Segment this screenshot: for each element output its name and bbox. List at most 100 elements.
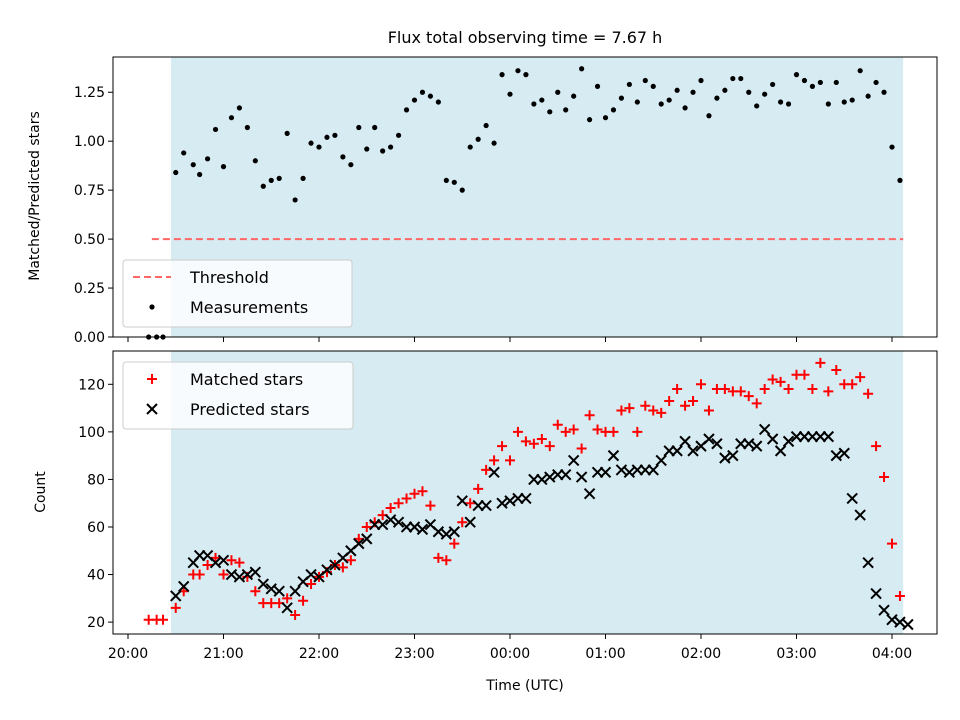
measurement-point [523, 72, 529, 78]
matched-star-point [831, 365, 842, 376]
measurement-point [594, 83, 601, 89]
measurement-point [340, 154, 346, 160]
matched-star-point [425, 500, 436, 511]
legend-label: Predicted stars [190, 400, 310, 419]
matched-star-point [290, 609, 301, 620]
matched-star-point [417, 486, 428, 497]
measurement-point [626, 81, 632, 88]
measurement-point [356, 124, 362, 131]
measurement-point [722, 87, 728, 93]
matched-star-point [158, 614, 169, 625]
matched-star-point [465, 498, 476, 509]
predicted-star-point [894, 616, 906, 628]
measurement-point [610, 107, 617, 113]
predicted-star-point [520, 492, 532, 505]
measurement-point [714, 95, 720, 101]
predicted-star-point [727, 449, 739, 462]
predicted-star-point [567, 454, 580, 467]
x-tick-label: 21:00 [203, 646, 243, 662]
matched-star-point [775, 376, 786, 387]
matched-star-point [489, 455, 500, 466]
predicted-star-point [838, 447, 850, 459]
measurement-point [244, 124, 250, 131]
measurement-point [817, 79, 823, 86]
measurement-point [467, 144, 473, 150]
matched-star-point [202, 560, 213, 571]
measurement-point [372, 124, 378, 131]
measurement-point [682, 105, 688, 111]
measurement-point [459, 187, 465, 193]
predicted-star-point [758, 423, 771, 436]
matched-star-point [250, 586, 261, 597]
matched-star-point [696, 379, 706, 390]
count-points [143, 357, 914, 631]
measurement-point [634, 99, 640, 105]
predicted-star-point [599, 466, 612, 478]
matched-star-point [608, 426, 619, 437]
measurement-point [666, 97, 672, 103]
matched-star-point [751, 398, 762, 409]
matched-star-point [512, 426, 523, 437]
measurement-point [395, 132, 402, 138]
matched-star-point [473, 483, 484, 494]
matched-star-point [688, 395, 699, 406]
y-ticks: 0.00 0.25 0.50 0.75 1.00 1.25 [74, 85, 113, 346]
x-tick-label: 23:00 [394, 646, 434, 662]
measurement-point [419, 89, 426, 95]
predicted-star-point [655, 454, 667, 467]
predicted-star-point [440, 528, 453, 540]
measurement-point [260, 183, 266, 189]
predicted-star-point [464, 516, 476, 528]
matched-star-point [576, 443, 587, 454]
measurement-point [252, 158, 258, 164]
predicted-star-point [886, 614, 898, 626]
y-tick-label: 1.25 [74, 85, 105, 101]
y-tick-label: 100 [78, 425, 105, 441]
matched-star-point [409, 488, 420, 499]
x-ticks [127, 337, 893, 342]
predicted-star-point [233, 571, 246, 583]
predicted-star-point [249, 566, 262, 578]
matched-star-point [449, 538, 460, 549]
predicted-star-point [647, 464, 659, 476]
matched-star-point [815, 357, 826, 368]
matched-star-point [298, 595, 309, 606]
matched-star-point [823, 386, 834, 397]
x-axis-label: Time (UTC) [485, 678, 563, 694]
measurement-point [738, 75, 744, 82]
measurement-point [881, 89, 887, 95]
matched-star-point [210, 552, 221, 563]
predicted-star-point [544, 471, 556, 483]
predicted-star-point [679, 435, 691, 448]
predicted-star-point [273, 585, 285, 597]
x-tick-label: 00:00 [490, 646, 530, 662]
matched-star-point [632, 426, 643, 437]
measurement-point [228, 115, 235, 121]
measurement-point [364, 146, 370, 152]
matched-star-point [656, 407, 667, 418]
matched-star-point [497, 441, 508, 452]
predicted-star-point [536, 473, 548, 486]
x-tick-label: 02:00 [681, 646, 721, 662]
measurement-point [435, 99, 441, 105]
measurement-points [146, 66, 903, 340]
matched-star-point [536, 433, 547, 444]
measurement-point [785, 101, 792, 107]
chart-title: Flux total observing time = 7.67 h [388, 28, 663, 47]
measurement-point [706, 113, 712, 119]
matched-star-point [226, 555, 237, 566]
predicted-star-point [719, 452, 731, 464]
measurement-point [284, 130, 290, 136]
predicted-star-point [408, 521, 421, 533]
predicted-star-point [504, 495, 516, 507]
matched-star-point [218, 569, 229, 580]
measurement-point [698, 77, 704, 84]
matched-star-point [894, 590, 905, 601]
measurement-point [650, 83, 656, 89]
measurement-point [181, 150, 187, 156]
predicted-star-point [353, 537, 365, 550]
measurement-point [483, 122, 489, 129]
measurement-point [443, 177, 449, 183]
predicted-star-point [822, 430, 835, 443]
measurement-point [602, 115, 609, 121]
